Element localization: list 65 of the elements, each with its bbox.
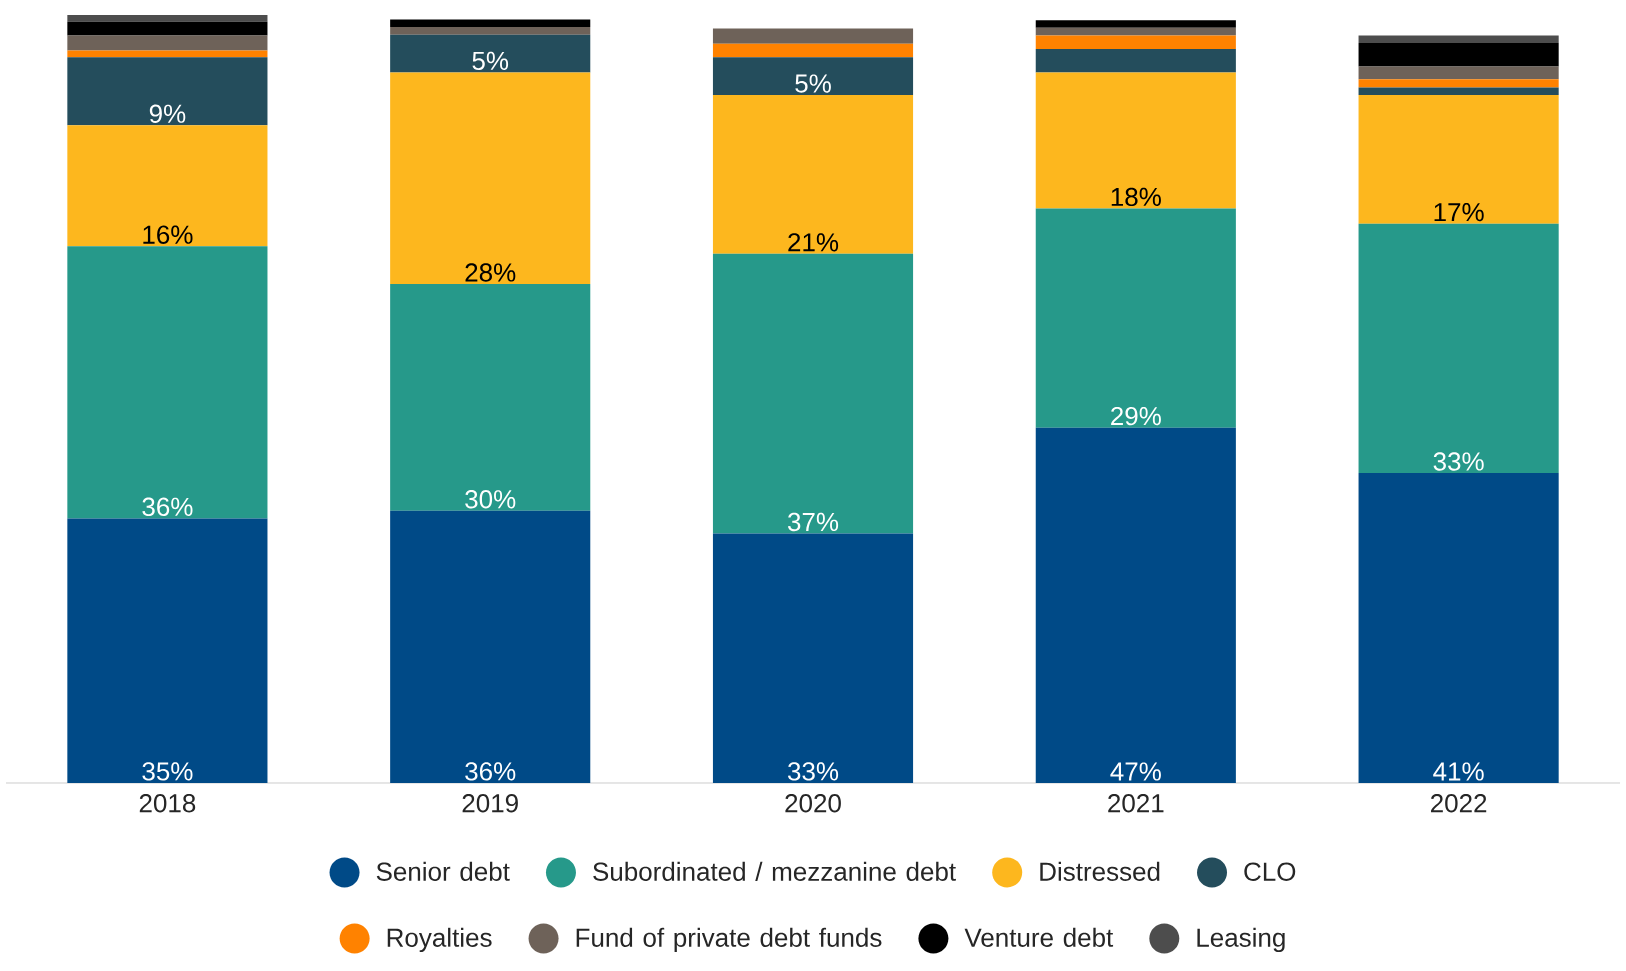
bar <box>390 72 591 285</box>
legend-label: Senior debt <box>376 861 510 881</box>
bar <box>1358 66 1559 80</box>
bar <box>67 125 268 247</box>
bar <box>1358 35 1559 43</box>
data-label: 30% <box>465 490 516 509</box>
data-label: 36% <box>465 762 516 781</box>
bar <box>1035 20 1236 28</box>
legend-label: Subordinated / mezzanine debt <box>593 861 956 881</box>
bar <box>67 57 268 126</box>
bar <box>1035 72 1236 209</box>
x-tick-label: 2020 <box>785 794 841 813</box>
bar <box>390 510 591 783</box>
bar <box>712 95 914 254</box>
x-tick-label: 2021 <box>1108 794 1164 813</box>
bar <box>67 15 268 22</box>
bar <box>1358 42 1559 67</box>
bar <box>390 19 591 28</box>
legend-label: Venture debt <box>964 927 1114 947</box>
data-label: 28% <box>465 263 516 282</box>
bar <box>67 21 268 36</box>
bar <box>1358 223 1559 474</box>
bar <box>1035 27 1236 36</box>
bar <box>712 28 914 44</box>
legend-label: Royalties <box>387 927 492 953</box>
bar <box>390 34 591 73</box>
bar <box>1035 208 1236 428</box>
legend-label: CLO <box>1244 862 1296 881</box>
data-label: 33% <box>1433 452 1484 471</box>
data-label: 37% <box>788 512 839 532</box>
data-label: 41% <box>1433 762 1484 781</box>
data-label: 35% <box>142 762 193 781</box>
bar <box>712 253 914 534</box>
bar <box>67 518 268 783</box>
bar <box>1035 427 1236 783</box>
bar <box>1035 49 1236 73</box>
bar <box>712 43 914 58</box>
data-label: 29% <box>1111 406 1161 426</box>
bar <box>390 284 591 511</box>
data-label: 21% <box>788 233 839 252</box>
data-label: 18% <box>1111 187 1161 207</box>
bar <box>390 27 591 35</box>
data-label: 33% <box>788 762 839 781</box>
data-label: 5% <box>795 74 831 93</box>
bar <box>1358 79 1559 88</box>
data-label: 5% <box>472 51 509 71</box>
x-tick-label: 2022 <box>1431 794 1487 813</box>
bar <box>67 246 268 519</box>
bar <box>1358 87 1559 96</box>
bar <box>712 57 914 96</box>
bar <box>1358 95 1559 224</box>
data-label: 16% <box>143 225 193 244</box>
bar <box>712 533 914 783</box>
data-label: 47% <box>1110 762 1161 781</box>
bar <box>67 35 268 51</box>
data-label: 9% <box>149 104 186 123</box>
data-label: 36% <box>142 497 193 517</box>
data-label: 17% <box>1434 203 1484 222</box>
legend-label: Distressed <box>1040 861 1160 881</box>
x-tick-label: 2018 <box>139 794 196 813</box>
legend-label: Fund of private debt funds <box>576 927 882 953</box>
x-tick-label: 2019 <box>462 794 518 813</box>
bar <box>1035 35 1236 50</box>
bar <box>1358 473 1559 783</box>
legend-label: Leasing <box>1197 927 1285 953</box>
